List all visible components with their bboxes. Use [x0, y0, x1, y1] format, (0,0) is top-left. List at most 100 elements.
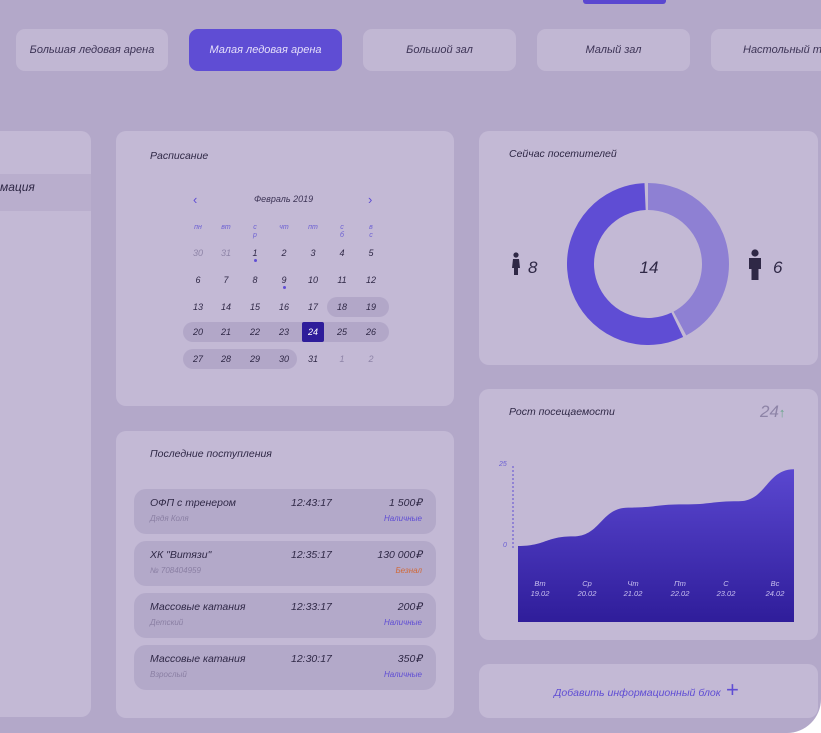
calendar-day[interactable]: 6: [195, 275, 201, 285]
payment-subtitle: Взрослый: [150, 670, 187, 679]
plus-icon[interactable]: +: [726, 677, 739, 702]
calendar-day[interactable]: 2: [281, 248, 287, 258]
calendar-day[interactable]: 17: [307, 302, 318, 312]
weekday-label: вт: [221, 224, 231, 231]
payment-subtitle: № 708404959: [150, 566, 201, 575]
payment-time: 12:43:17: [291, 497, 332, 509]
payment-title: ХК "Витязи": [150, 549, 212, 561]
weekday-label: с р: [253, 224, 257, 239]
visitors-title: Сейчас посетителей: [509, 148, 617, 160]
calendar-day[interactable]: 27: [192, 354, 203, 364]
tab-table-tennis[interactable]: Настольный тенн: [711, 29, 821, 71]
tab-big-ice-arena[interactable]: Большая ледовая арена: [16, 29, 168, 71]
event-dot: [254, 259, 257, 262]
x-tick-label: Чт 21.02: [623, 579, 643, 598]
weekday-label: пн: [194, 224, 202, 231]
calendar-day[interactable]: 18: [336, 302, 347, 312]
weekday-label: с б: [340, 224, 344, 239]
calendar-day[interactable]: 2: [368, 354, 374, 364]
calendar-day[interactable]: 31: [220, 248, 231, 258]
calendar-day[interactable]: 4: [339, 248, 345, 258]
donut-segment-men: [567, 183, 729, 345]
calendar-day[interactable]: 9: [281, 275, 287, 285]
x-tick-label: Вс 24.02: [765, 579, 785, 598]
payment-title: Массовые катания: [150, 601, 246, 613]
calendar-day[interactable]: 28: [220, 354, 231, 364]
next-month-button[interactable]: ›: [368, 192, 373, 207]
y-tick-0: 0: [503, 542, 507, 549]
calendar-range: [327, 297, 389, 317]
calendar-range: [183, 322, 389, 342]
schedule-title: Расписание: [150, 150, 209, 162]
calendar-day[interactable]: 22: [249, 327, 260, 337]
x-tick-label: Вт 19.02: [530, 579, 550, 598]
calendar-day[interactable]: 12: [365, 275, 376, 285]
payment-row[interactable]: ОФП с тренером Дядя Коля 12:43:17 1 500₽ Нал…: [134, 489, 436, 534]
calendar-day[interactable]: 7: [223, 275, 229, 285]
calendar-day[interactable]: 19: [365, 302, 376, 312]
calendar-range: [183, 349, 297, 369]
payment-title: Массовые катания: [150, 653, 246, 665]
growth-chart: [512, 466, 794, 622]
calendar-day[interactable]: 13: [192, 302, 203, 312]
calendar-day[interactable]: 1: [252, 248, 258, 258]
calendar-day[interactable]: 29: [249, 354, 260, 364]
weekday-label: чт: [279, 224, 289, 231]
add-block-label[interactable]: Добавить информационный блок: [554, 687, 721, 699]
tab-small-hall[interactable]: Малый зал: [537, 29, 690, 71]
calendar-day[interactable]: 24: [302, 322, 324, 342]
payment-method: Наличные: [384, 618, 422, 627]
calendar-day[interactable]: 20: [192, 327, 203, 337]
female-icon: [512, 252, 520, 275]
prev-month-button[interactable]: ‹: [193, 192, 198, 207]
visitors-total: 14: [639, 258, 659, 277]
tab-small-ice-arena[interactable]: Малая ледовая арена: [189, 29, 342, 71]
x-tick-label: Ср 20.02: [577, 579, 597, 598]
payment-row[interactable]: ХК "Витязи" № 708404959 12:35:17 130 000₽ Бе…: [134, 541, 436, 586]
payment-method: Наличные: [384, 514, 422, 523]
calendar-day[interactable]: 11: [337, 275, 347, 285]
payments-title: Последние поступления: [150, 448, 272, 460]
payment-row[interactable]: Массовые катания Детский 12:33:17 200₽ Налич…: [134, 593, 436, 638]
event-dot: [283, 286, 286, 289]
calendar-day[interactable]: 15: [249, 302, 260, 312]
calendar-day[interactable]: 26: [365, 327, 376, 337]
tab-big-hall[interactable]: Большой зал: [363, 29, 516, 71]
calendar-day[interactable]: 8: [252, 275, 258, 285]
male-icon: [749, 249, 761, 280]
calendar-day[interactable]: 21: [220, 327, 231, 337]
calendar-day[interactable]: 10: [307, 275, 318, 285]
y-tick-25: 25: [499, 461, 507, 468]
payment-row[interactable]: Массовые катания Взрослый 12:30:17 350₽ Нали…: [134, 645, 436, 690]
x-tick-label: С 23.02: [716, 579, 736, 598]
arrow-up-icon: ↑: [778, 405, 786, 420]
calendar-month: Февраль 2019: [254, 194, 314, 204]
payment-title: ОФП с тренером: [150, 497, 237, 509]
growth-title: Рост посещаемости: [509, 406, 615, 418]
calendar-day[interactable]: 23: [278, 327, 289, 337]
calendar-day[interactable]: 30: [192, 248, 203, 258]
sidebar-item-selected[interactable]: [0, 174, 91, 211]
x-tick-label: Пт 22.02: [670, 579, 690, 598]
calendar-day[interactable]: 31: [307, 354, 318, 364]
visitors-donut: [567, 183, 729, 345]
payment-amount: 1 500₽: [389, 497, 422, 509]
payment-method: Наличные: [384, 670, 422, 679]
sidebar-item-label: мация: [0, 180, 35, 194]
payment-subtitle: Дядя Коля: [150, 514, 189, 523]
calendar-day[interactable]: 5: [368, 248, 374, 258]
calendar-day[interactable]: 3: [310, 248, 316, 258]
calendar-day[interactable]: 30: [278, 354, 289, 364]
add-block-card[interactable]: [479, 664, 818, 718]
weekday-label: в с: [369, 224, 373, 239]
calendar-day[interactable]: 14: [220, 302, 231, 312]
calendar-day[interactable]: 25: [336, 327, 347, 337]
calendar-day[interactable]: 1: [339, 354, 345, 364]
payment-time: 12:30:17: [291, 653, 332, 665]
active-indicator: [583, 0, 666, 4]
growth-area: [518, 469, 794, 622]
calendar-day[interactable]: 16: [278, 302, 289, 312]
payment-time: 12:35:17: [291, 549, 332, 561]
payment-time: 12:33:17: [291, 601, 332, 613]
